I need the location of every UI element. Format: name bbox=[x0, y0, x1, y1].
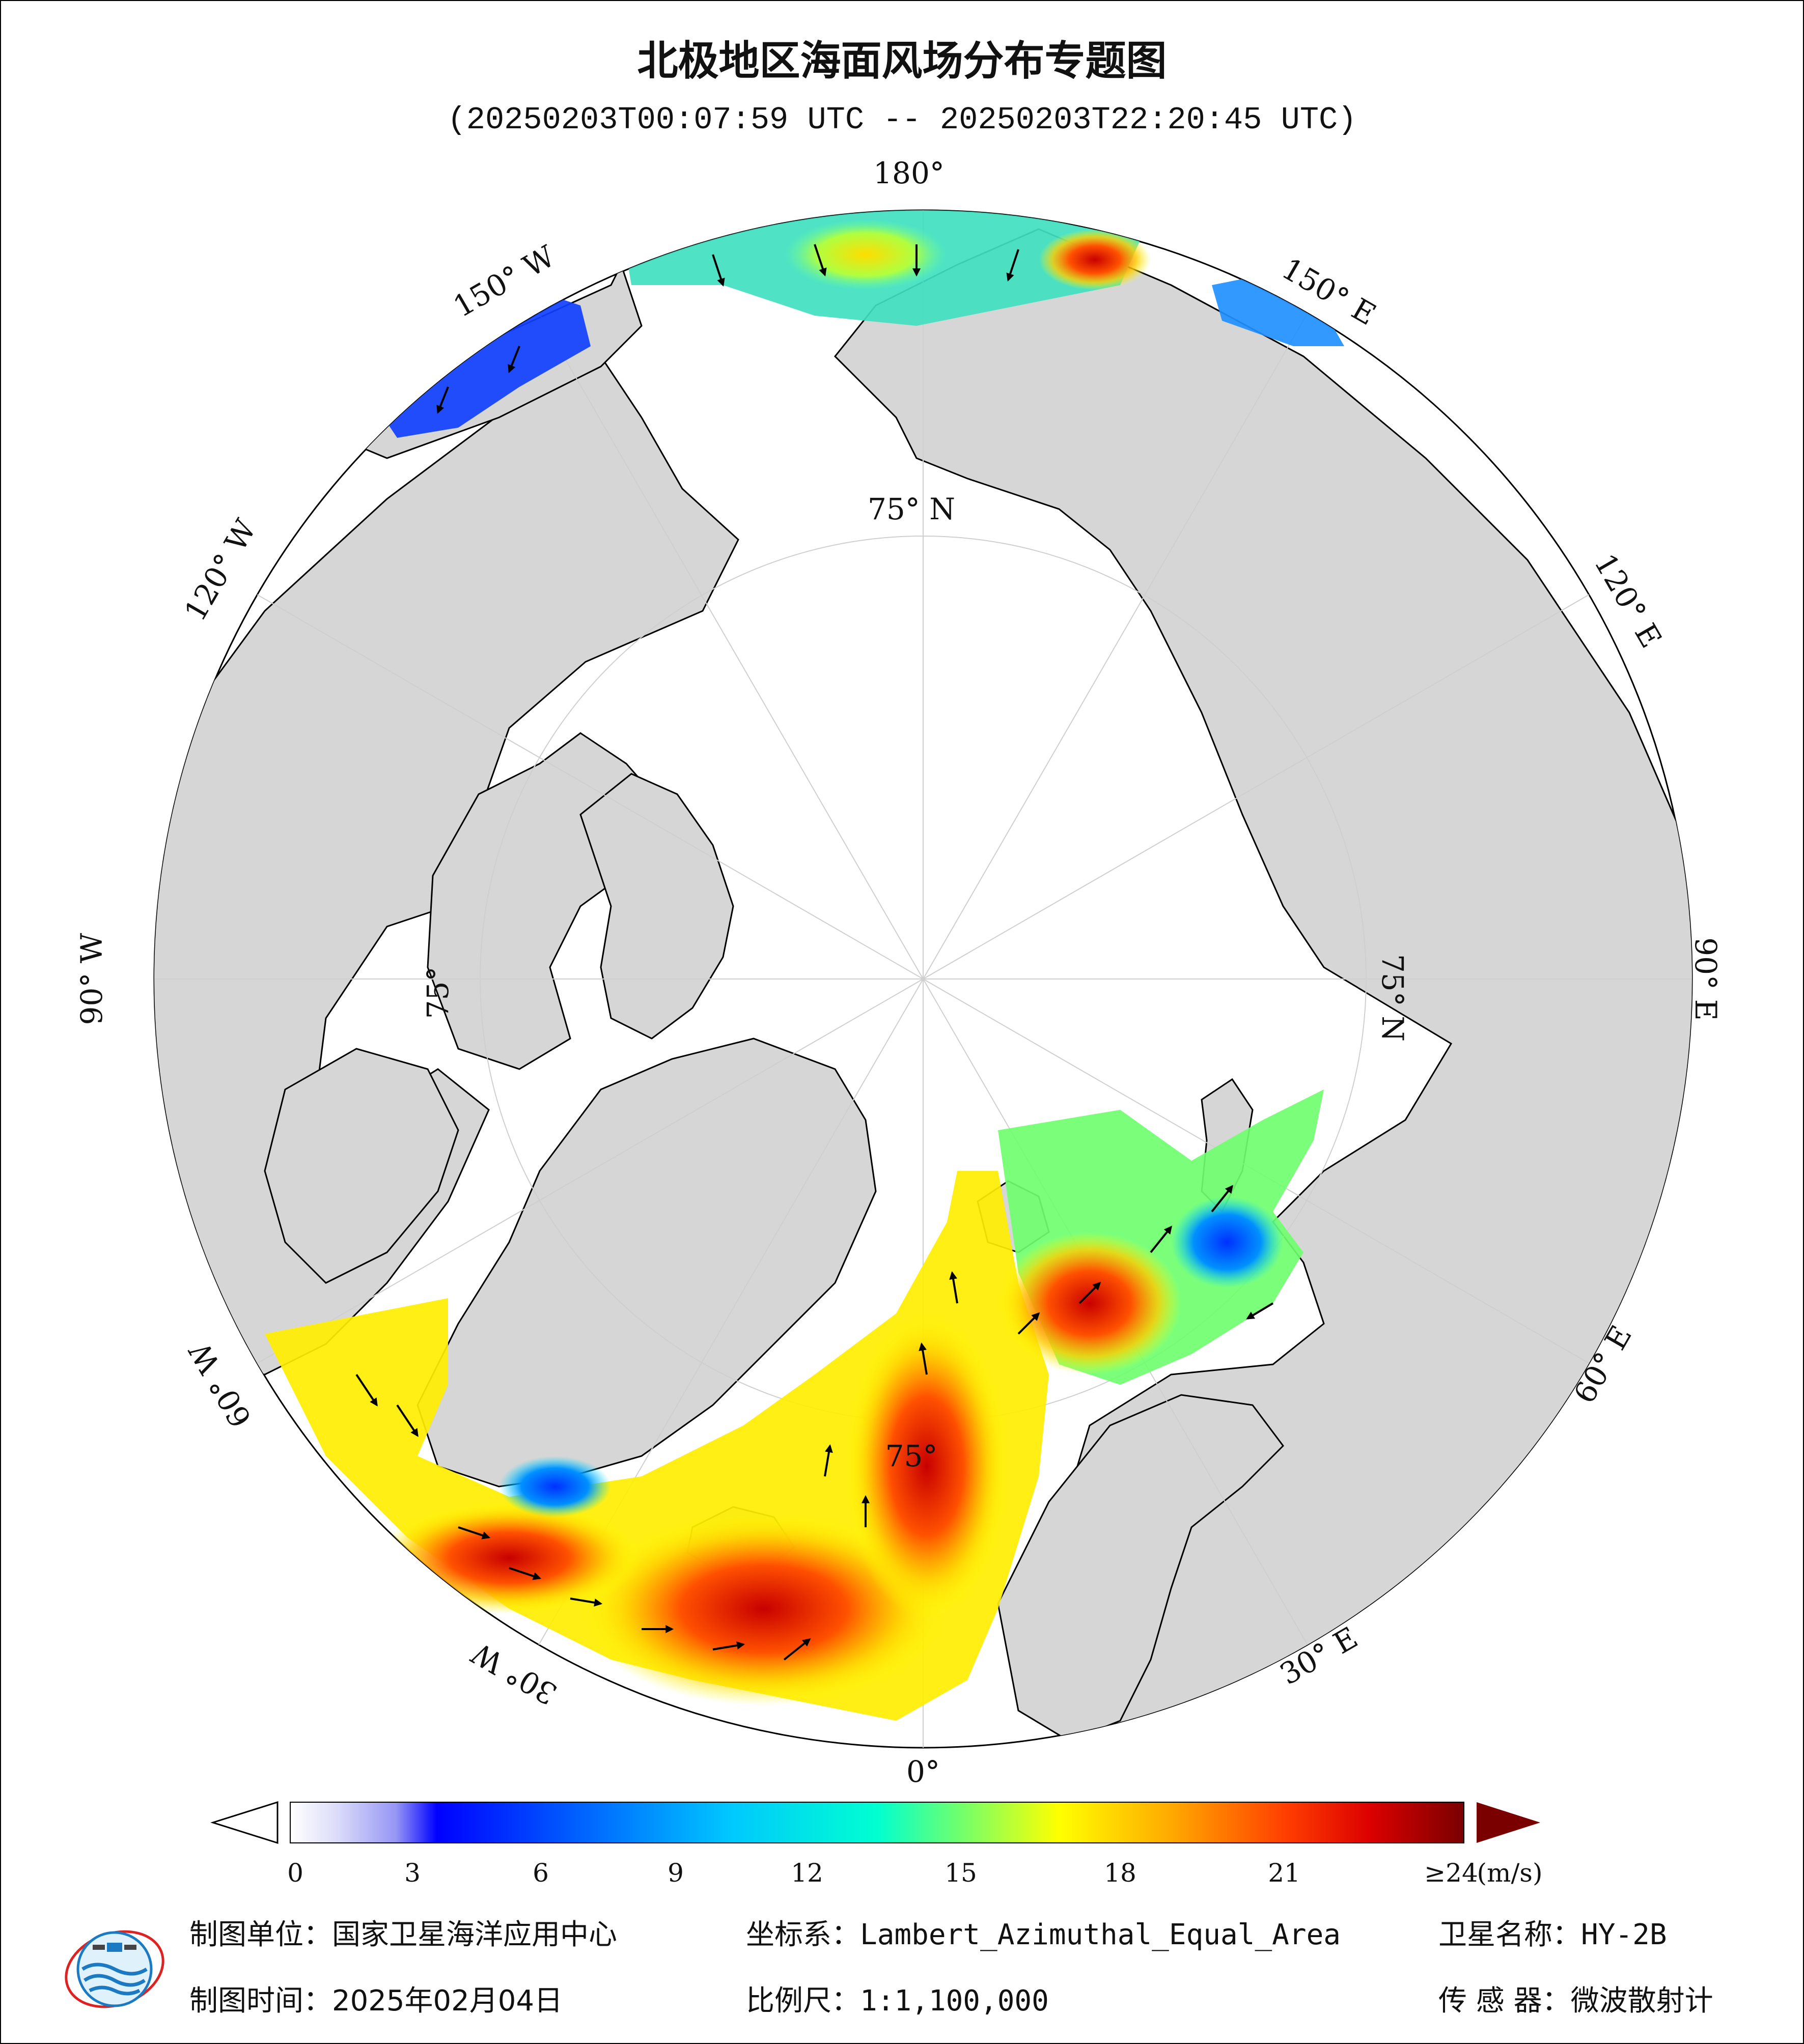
wind-swath-beaufort bbox=[377, 295, 591, 438]
wind-vectors bbox=[355, 244, 1274, 1661]
colorbar-over-triangle bbox=[1477, 1802, 1540, 1843]
wind-arrow bbox=[508, 346, 520, 373]
crs-line: 坐标系：Lambert_Azimuthal_Equal_Area bbox=[746, 1912, 1341, 1953]
time-range: (20250203T00:07:59 UTC -- 20250203T22:20… bbox=[447, 102, 1357, 138]
wind-arrow bbox=[712, 1641, 745, 1650]
wind-arrow bbox=[712, 254, 725, 287]
label-75n-right: 75° N bbox=[1375, 954, 1410, 1042]
date-line: 制图时间：2025年02月04日 bbox=[189, 1978, 563, 2019]
wind-arrow bbox=[824, 1444, 833, 1477]
wind-speed-field bbox=[265, 210, 1344, 1721]
crs-label: 坐标系： bbox=[746, 1918, 860, 1951]
wind-arrow bbox=[436, 386, 449, 414]
wind-arrow bbox=[509, 1567, 542, 1580]
wind-arrow bbox=[396, 1404, 419, 1437]
label-75-bottom: 75° bbox=[885, 1439, 938, 1473]
producer-label: 制图单位： bbox=[189, 1918, 332, 1951]
label-90w: 90° W bbox=[74, 933, 109, 1025]
satellite-line: 卫星名称：HY-2B bbox=[1438, 1912, 1667, 1953]
colorbar-tick: 21 bbox=[1268, 1858, 1300, 1888]
land-eurasia bbox=[834, 228, 1692, 1748]
colorbar-tick: 12 bbox=[791, 1858, 823, 1888]
sensor-label: 传 感 器： bbox=[1438, 1984, 1571, 2018]
label-180: 180° bbox=[873, 156, 945, 190]
label-75-left: 75° bbox=[421, 967, 455, 1019]
wind-max-bering bbox=[1039, 229, 1151, 290]
colorbar-tick: 18 bbox=[1104, 1858, 1136, 1888]
date-label: 制图时间： bbox=[189, 1984, 332, 2018]
producer-value: 国家卫星海洋应用中心 bbox=[332, 1918, 617, 1951]
scale-value: 1:1,100,000 bbox=[860, 1984, 1049, 2018]
map-title: 北极地区海面风场分布专题图 bbox=[637, 37, 1167, 85]
wind-arrow bbox=[814, 244, 827, 277]
wind-arrow bbox=[570, 1598, 603, 1607]
sensor-value: 微波散射计 bbox=[1570, 1984, 1713, 2018]
label-60w: 60° W bbox=[182, 1336, 259, 1433]
satellite-label: 卫星名称： bbox=[1438, 1918, 1581, 1951]
wind-arrow bbox=[1150, 1225, 1172, 1253]
wind-max-barents bbox=[998, 1232, 1181, 1375]
label-0: 0° bbox=[906, 1754, 940, 1789]
wind-max-iceland bbox=[580, 1512, 947, 1705]
colorbar-under-triangle bbox=[210, 1801, 279, 1844]
colorbar-tick: 3 bbox=[404, 1858, 421, 1888]
sensor-line: 传 感 器：微波散射计 bbox=[1438, 1978, 1713, 2019]
wind-arrow bbox=[949, 1271, 958, 1304]
producer-line: 制图单位：国家卫星海洋应用中心 bbox=[189, 1912, 617, 1953]
colorbar bbox=[210, 1801, 1540, 1844]
polar-map: 180° 150° E 120° E 90° E 60° E 30° E 0° … bbox=[74, 156, 1723, 1789]
colorbar-gradient bbox=[290, 1802, 1464, 1843]
meridian-150 bbox=[538, 313, 1308, 1645]
colorbar-tick: 0 bbox=[287, 1858, 303, 1888]
label-75n-top: 75° N bbox=[868, 492, 955, 526]
wind-max-norwegian-sea bbox=[845, 1313, 1008, 1619]
label-90e: 90° E bbox=[1688, 937, 1723, 1021]
colorbar-tick: 9 bbox=[668, 1858, 684, 1888]
wind-arrow bbox=[783, 1638, 811, 1661]
land-greenland bbox=[417, 1038, 877, 1488]
land-baffin bbox=[264, 1048, 459, 1284]
wind-arrow bbox=[355, 1374, 378, 1407]
wind-low-denmark-strait bbox=[499, 1456, 611, 1517]
scale-label: 比例尺： bbox=[746, 1984, 860, 2018]
land-ellesmere bbox=[579, 773, 734, 1040]
satellite-value: HY-2B bbox=[1581, 1918, 1667, 1951]
date-value: 2025年02月04日 bbox=[332, 1984, 563, 2018]
wind-low-kara bbox=[1171, 1196, 1283, 1288]
crs-value: Lambert_Azimuthal_Equal_Area bbox=[860, 1918, 1341, 1951]
wind-arrow bbox=[1017, 1312, 1040, 1335]
scale-line: 比例尺：1:1,100,000 bbox=[746, 1978, 1049, 2019]
colorbar-tick: 6 bbox=[533, 1858, 549, 1888]
wind-arrow bbox=[919, 1342, 928, 1375]
nsoas-logo bbox=[65, 1930, 164, 2008]
wind-swath-okhotsk bbox=[1212, 275, 1344, 346]
colorbar-tick: ≥24 bbox=[1424, 1858, 1478, 1888]
wind-arrow bbox=[1078, 1281, 1101, 1304]
colorbar-tick: 15 bbox=[945, 1858, 977, 1888]
wind-arrow bbox=[1211, 1185, 1233, 1213]
colorbar-unit: (m/s) bbox=[1477, 1858, 1543, 1888]
wind-mid-bering bbox=[784, 219, 947, 290]
wind-arrow bbox=[458, 1526, 491, 1539]
wind-arrow bbox=[1006, 249, 1019, 282]
wind-arrow bbox=[1246, 1302, 1274, 1320]
